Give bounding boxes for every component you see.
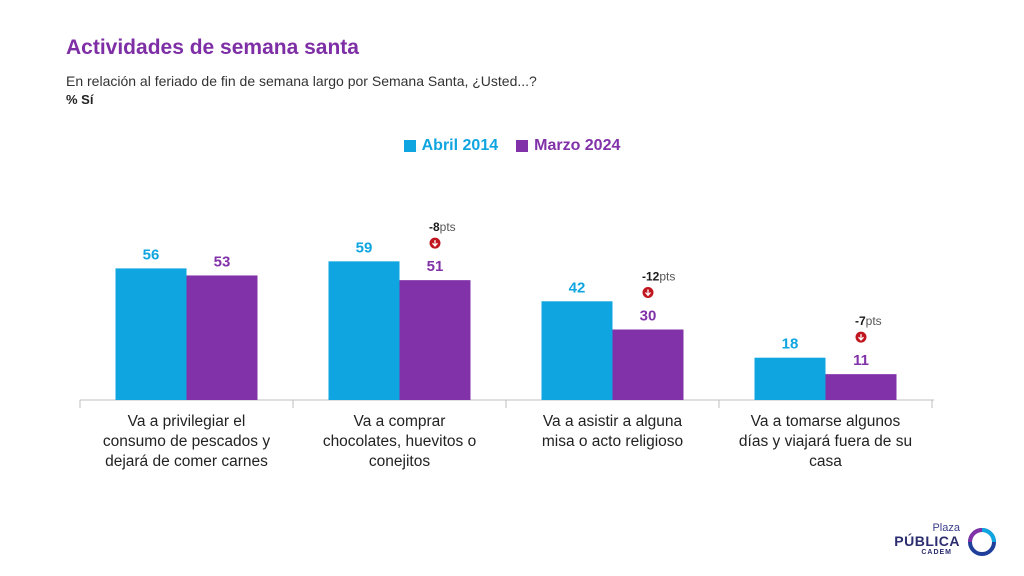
logo-text-bottom: CADEM bbox=[921, 549, 952, 556]
bar-marzo-2024 bbox=[825, 374, 897, 400]
data-label: 42 bbox=[569, 279, 586, 296]
legend-swatch-abril-2014 bbox=[403, 140, 416, 152]
delta-annotation: -8pts bbox=[429, 220, 456, 234]
chart-title: Actividades de semana santa bbox=[66, 36, 359, 59]
category-label: Va a privilegiar el bbox=[128, 413, 246, 430]
bar-abril-2014 bbox=[328, 261, 400, 400]
data-label: 51 bbox=[427, 258, 444, 275]
legend-label-abril-2014: Abril 2014 bbox=[421, 137, 499, 154]
bar-marzo-2024 bbox=[399, 280, 471, 400]
category-label: chocolates, huevitos o bbox=[323, 433, 476, 450]
data-label: 56 bbox=[143, 246, 160, 263]
data-label: 18 bbox=[782, 336, 799, 353]
category-label: Va a comprar bbox=[354, 413, 446, 430]
legend-swatch-marzo-2024 bbox=[516, 140, 529, 152]
logo-text-middle: PÚBLICA bbox=[894, 533, 960, 549]
data-label: 11 bbox=[853, 352, 869, 369]
logo-circle-icon bbox=[968, 528, 996, 556]
category-label: Va a asistir a alguna bbox=[543, 413, 683, 430]
bar-marzo-2024 bbox=[186, 275, 258, 400]
down-arrow-glyph bbox=[432, 240, 438, 247]
legend-item-marzo-2024: Marzo 2024 bbox=[516, 137, 620, 155]
legend: Abril 2014 Marzo 2024 bbox=[0, 137, 1024, 155]
delta-annotation: -7pts bbox=[855, 314, 882, 328]
category-label: misa o acto religioso bbox=[542, 433, 683, 450]
bar-abril-2014 bbox=[754, 357, 826, 400]
legend-label-marzo-2024: Marzo 2024 bbox=[534, 137, 621, 154]
category-label: días y viajará fuera de su bbox=[739, 433, 912, 450]
bar-marzo-2024 bbox=[612, 329, 684, 400]
down-arrow-glyph bbox=[645, 289, 651, 297]
down-arrow-glyph bbox=[858, 334, 864, 341]
category-label: consumo de pescados y bbox=[103, 433, 270, 450]
data-label: 59 bbox=[356, 239, 373, 256]
legend-item-abril-2014: Abril 2014 bbox=[403, 137, 499, 155]
plaza-publica-logo: Plaza PÚBLICA CADEM bbox=[894, 522, 996, 564]
category-label: casa bbox=[809, 453, 842, 470]
data-label: 53 bbox=[214, 253, 231, 270]
category-label: Va a tomarse algunos bbox=[751, 413, 901, 430]
metric-label: % Sí bbox=[66, 92, 94, 107]
logo-text-top: Plaza bbox=[932, 522, 960, 534]
category-label: conejitos bbox=[369, 453, 430, 470]
delta-annotation: -12pts bbox=[642, 270, 675, 284]
bar-abril-2014 bbox=[541, 301, 613, 400]
category-label: dejará de comer carnes bbox=[105, 453, 268, 470]
bar-abril-2014 bbox=[115, 268, 187, 400]
chart-subtitle: En relación al feriado de fin de semana … bbox=[66, 73, 537, 89]
data-label: 30 bbox=[640, 308, 657, 325]
